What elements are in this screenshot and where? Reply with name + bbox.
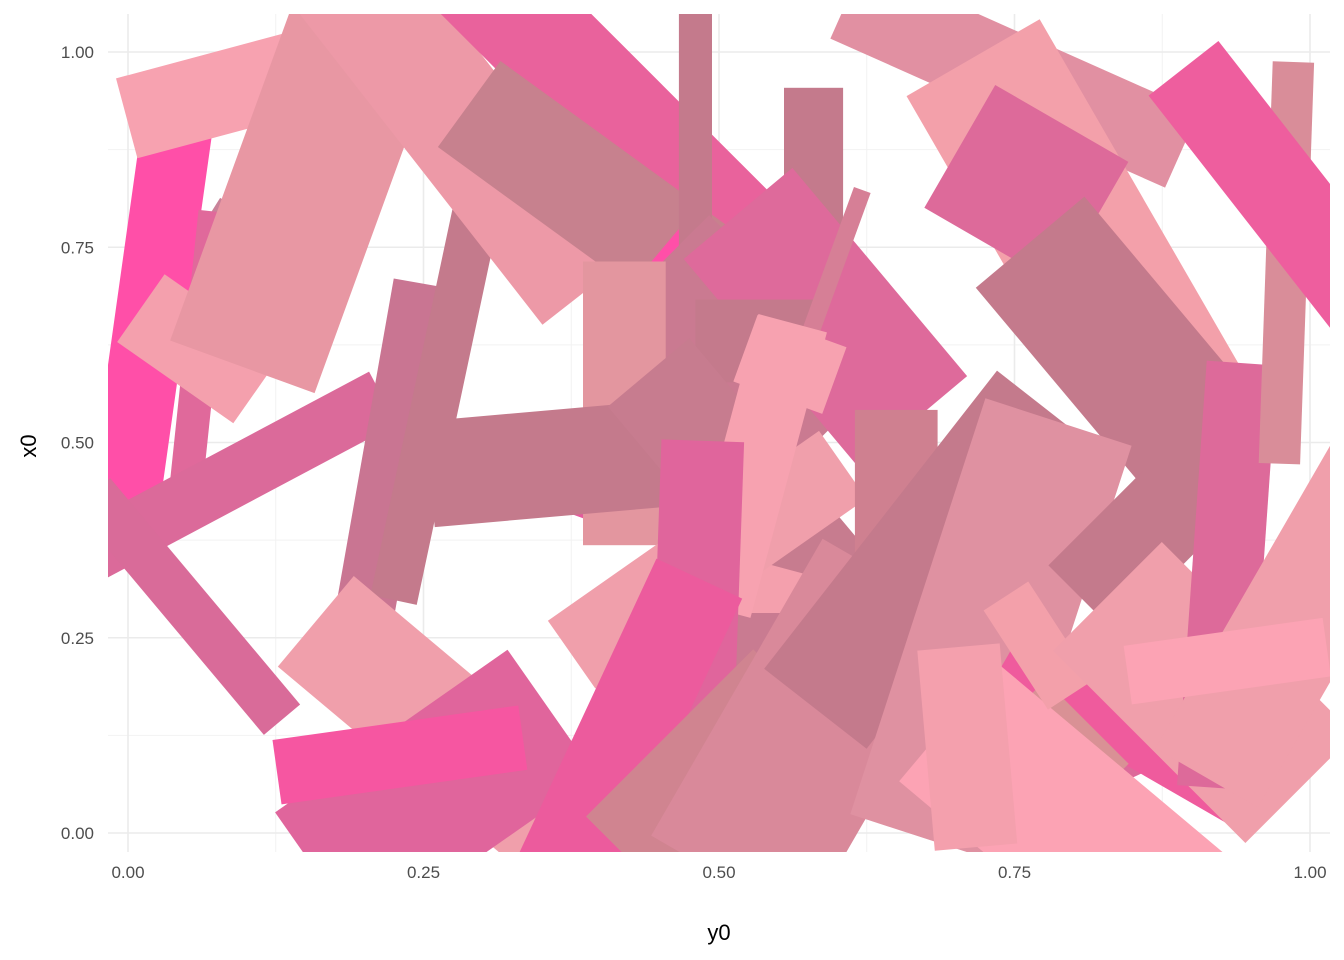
rectangle-mark-42 — [850, 398, 1132, 852]
x-tick-label: 0.75 — [998, 863, 1031, 882]
rectangle-mark-5 — [108, 478, 301, 735]
y-axis-ticks: 0.00 0.25 0.50 0.75 1.00 — [61, 43, 94, 843]
rectangle-mark-55 — [1148, 41, 1330, 329]
rectangle-mark-49 — [1048, 440, 1241, 633]
x-axis-title: y0 — [707, 920, 730, 945]
rectangle-mark-53 — [1123, 617, 1330, 705]
x-tick-label: 0.25 — [407, 863, 440, 882]
x-tick-label: 0.50 — [702, 863, 735, 882]
rectangle-mark-13 — [272, 705, 528, 805]
rectangle-mark-14 — [436, 14, 813, 311]
x-tick-label: 1.00 — [1293, 863, 1326, 882]
rectangle-mark-47 — [917, 643, 1018, 851]
rectangle-mark-48 — [983, 581, 1093, 710]
y-tick-label: 0.50 — [61, 434, 94, 453]
y-tick-label: 0.25 — [61, 629, 94, 648]
rectangle-marks — [108, 14, 1330, 852]
y-tick-label: 0.00 — [61, 824, 94, 843]
rectangle-mark-52 — [1155, 389, 1330, 808]
x-axis-ticks: 0.00 0.25 0.50 0.75 1.00 — [111, 863, 1326, 882]
y-axis-title: x0 — [16, 434, 41, 457]
x-tick-label: 0.00 — [111, 863, 144, 882]
rectangle-mark-9 — [370, 201, 501, 605]
rectangle-mark-33 — [506, 558, 743, 852]
rectangle-mark-22 — [683, 167, 968, 468]
y-tick-label: 0.75 — [61, 238, 94, 257]
y-tick-label: 1.00 — [61, 43, 94, 62]
